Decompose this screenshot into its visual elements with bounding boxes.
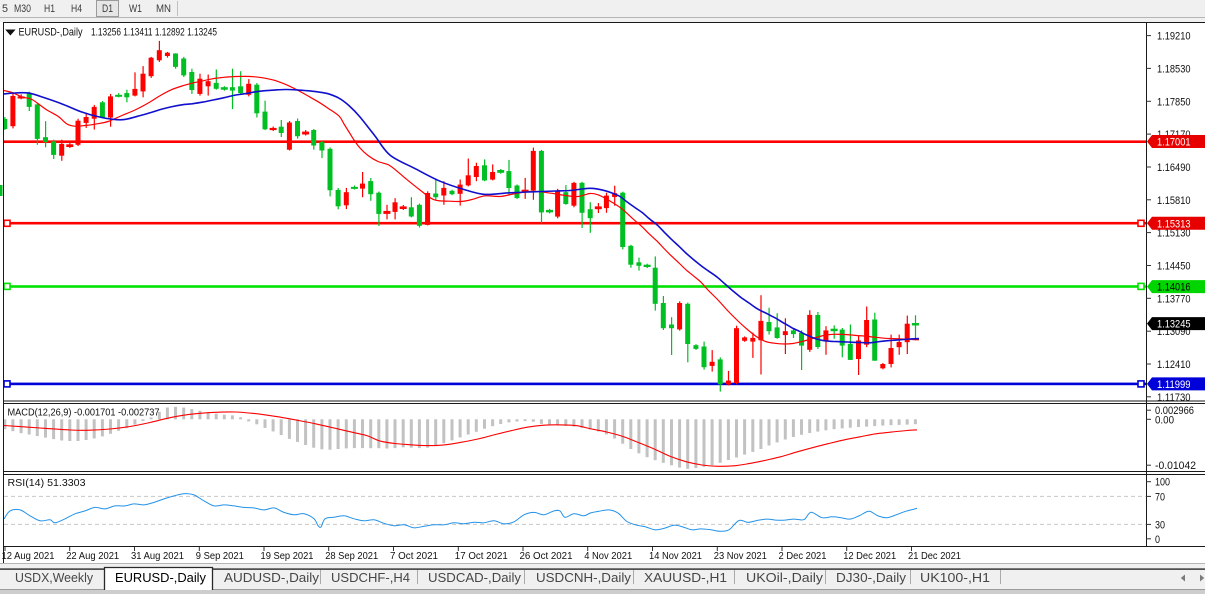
svg-text:1.15130: 1.15130 (1157, 228, 1191, 240)
svg-text:2 Dec 2021: 2 Dec 2021 (779, 551, 827, 562)
svg-text:1.16490: 1.16490 (1157, 162, 1191, 174)
svg-text:H4: H4 (71, 3, 82, 15)
svg-text:EURUSD-,Daily: EURUSD-,Daily (19, 27, 83, 39)
svg-text:1.14016: 1.14016 (1157, 282, 1191, 294)
svg-text:AUDUSD-,Daily: AUDUSD-,Daily (224, 571, 320, 585)
svg-text:1.13245: 1.13245 (1157, 319, 1191, 331)
svg-text:UK100-,H1: UK100-,H1 (920, 571, 990, 585)
svg-text:MACD(12,26,9) -0.001701 -0.002: MACD(12,26,9) -0.001701 -0.002737 (8, 407, 160, 419)
svg-text:1.11730: 1.11730 (1157, 392, 1191, 404)
svg-text:USDX,Weekly: USDX,Weekly (15, 571, 94, 585)
svg-text:5: 5 (2, 3, 8, 15)
svg-text:17 Oct 2021: 17 Oct 2021 (455, 551, 508, 562)
svg-text:22 Aug 2021: 22 Aug 2021 (66, 551, 119, 562)
svg-text:MN: MN (156, 3, 171, 15)
svg-text:1.13770: 1.13770 (1157, 293, 1191, 305)
svg-text:70: 70 (1155, 491, 1165, 503)
svg-text:4 Nov 2021: 4 Nov 2021 (584, 551, 632, 562)
svg-text:19 Sep 2021: 19 Sep 2021 (261, 551, 314, 562)
svg-text:21 Dec 2021: 21 Dec 2021 (908, 551, 961, 562)
svg-text:1.12410: 1.12410 (1157, 359, 1191, 371)
svg-text:12 Dec 2021: 12 Dec 2021 (843, 551, 896, 562)
svg-text:31 Aug 2021: 31 Aug 2021 (131, 551, 184, 562)
svg-text:RSI(14) 51.3303: RSI(14) 51.3303 (8, 477, 86, 489)
svg-text:1.13256 1.13411 1.12892 1.1324: 1.13256 1.13411 1.12892 1.13245 (91, 27, 217, 39)
svg-text:1.15810: 1.15810 (1157, 195, 1191, 207)
svg-text:9 Sep 2021: 9 Sep 2021 (196, 551, 244, 562)
svg-text:H1: H1 (44, 3, 55, 15)
svg-text:100: 100 (1155, 477, 1170, 489)
svg-text:1.18530: 1.18530 (1157, 63, 1191, 75)
svg-text:USDCHF-,H4: USDCHF-,H4 (331, 571, 410, 585)
svg-text:W1: W1 (129, 3, 142, 15)
svg-text:1.11999: 1.11999 (1157, 379, 1191, 391)
svg-text:26 Oct 2021: 26 Oct 2021 (520, 551, 573, 562)
svg-text:D1: D1 (102, 3, 113, 15)
svg-text:23 Nov 2021: 23 Nov 2021 (714, 551, 767, 562)
svg-text:USDCAD-,Daily: USDCAD-,Daily (428, 571, 522, 585)
svg-text:1.14450: 1.14450 (1157, 261, 1191, 273)
svg-text:0.002966: 0.002966 (1155, 405, 1194, 417)
svg-text:DJ30-,Daily: DJ30-,Daily (836, 571, 907, 585)
svg-text:1.17001: 1.17001 (1157, 137, 1191, 149)
svg-text:1.17850: 1.17850 (1157, 96, 1191, 108)
svg-text:7 Oct 2021: 7 Oct 2021 (390, 551, 438, 562)
svg-text:-0.01042: -0.01042 (1155, 460, 1196, 472)
svg-text:XAUUSD-,H1: XAUUSD-,H1 (644, 571, 727, 585)
svg-text:1.19210: 1.19210 (1157, 31, 1191, 43)
svg-text:0.00: 0.00 (1155, 414, 1174, 426)
svg-text:12 Aug 2021: 12 Aug 2021 (2, 551, 55, 562)
svg-text:14 Nov 2021: 14 Nov 2021 (649, 551, 702, 562)
svg-text:28 Sep 2021: 28 Sep 2021 (325, 551, 378, 562)
svg-text:EURUSD-,Daily: EURUSD-,Daily (115, 571, 207, 585)
svg-text:30: 30 (1155, 519, 1165, 531)
svg-text:1.15313: 1.15313 (1157, 218, 1191, 230)
svg-text:0: 0 (1155, 534, 1160, 546)
svg-text:UKOil-,Daily: UKOil-,Daily (746, 571, 824, 585)
svg-text:USDCNH-,Daily: USDCNH-,Daily (536, 571, 632, 585)
svg-text:M30: M30 (14, 3, 31, 15)
